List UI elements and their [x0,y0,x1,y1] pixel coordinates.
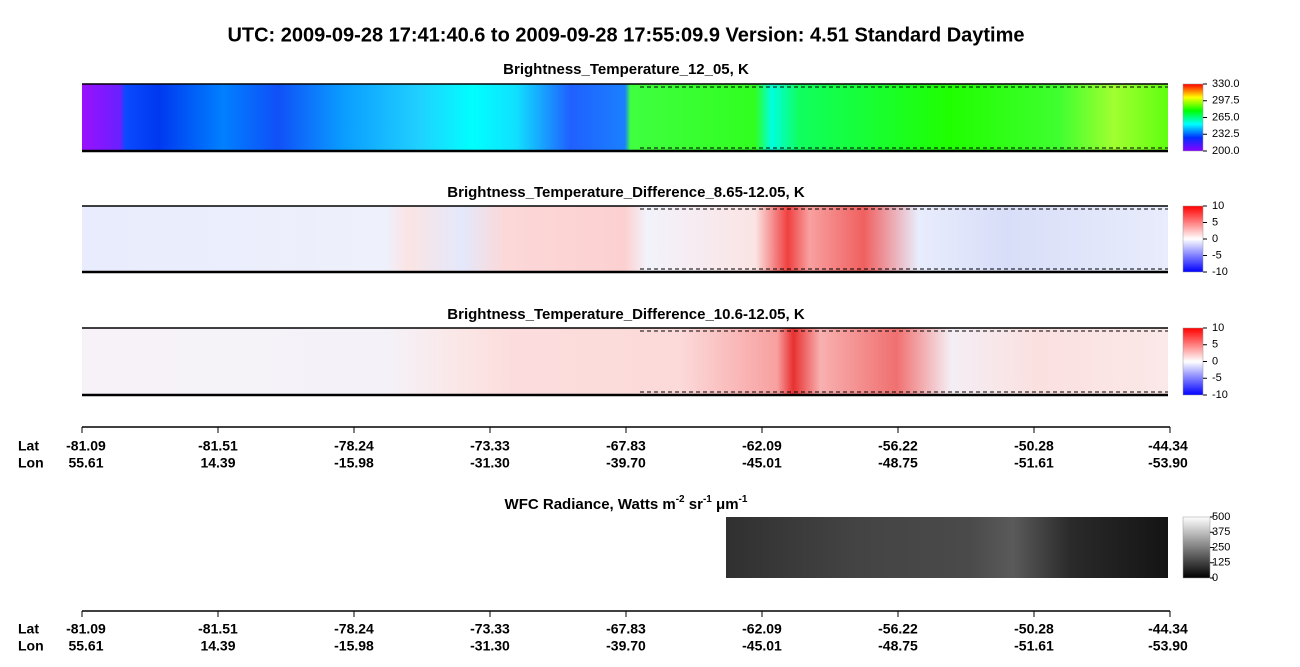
x-tick-label: -31.30 [470,455,510,471]
x-tick-label: -48.75 [878,638,918,654]
x-tick-label: -62.09 [742,621,782,637]
axis-row-label: Lon [18,455,44,471]
colorbar-tick-label: 330.0 [1212,78,1240,90]
heatmap-image [82,84,1168,151]
x-tick-label: 55.61 [68,638,103,654]
x-tick-label: -53.90 [1148,638,1188,654]
x-tick-label: -81.51 [198,621,238,637]
colorbar-tick-label: 0 [1212,355,1218,367]
x-tick-label: -44.34 [1148,438,1188,454]
x-tick-label: -78.24 [334,438,374,454]
title-part: -1 [739,494,748,505]
colorbar-tick-label: 10 [1212,200,1224,212]
x-tick-label: -81.51 [198,438,238,454]
x-tick-label: -78.24 [334,621,374,637]
x-tick-label: 14.39 [200,455,235,471]
colorbar-tick-label: -5 [1212,249,1222,261]
axis-row-label: Lat [18,621,39,637]
x-tick-label: -15.98 [334,638,374,654]
x-tick-label: -44.34 [1148,621,1188,637]
title-part: -1 [703,494,712,505]
colorbar-tick-label: 500 [1212,511,1230,523]
x-tick-label: -73.33 [470,621,510,637]
colorbar-tick-label: 232.5 [1212,128,1240,140]
x-tick-label: -73.33 [470,438,510,454]
colorbar-tick-label: 125 [1212,557,1230,569]
x-tick-label: -31.30 [470,638,510,654]
axis-row-label: Lon [18,638,44,654]
title-part: sr [685,496,704,513]
x-tick-label: -51.61 [1014,455,1054,471]
title-part: WFC Radiance, Watts m [505,496,676,513]
panel-title: Brightness_Temperature_12_05, K [503,61,749,78]
colorbar-tick-label: 265.0 [1212,111,1240,123]
x-tick-label: -50.28 [1014,621,1054,637]
colorbar-tick-label: 5 [1212,339,1218,351]
colorbar [1182,516,1211,579]
heatmap-image [82,328,1168,395]
x-tick-label: -56.22 [878,438,918,454]
panel-title: WFC Radiance, Watts m-2 sr-1 μm-1 [505,494,748,513]
title-part: μm [712,496,739,513]
colorbar-tick-label: 0 [1212,572,1218,584]
x-tick-label: -39.70 [606,455,646,471]
title-part: -2 [676,494,685,505]
panel-title: Brightness_Temperature_Difference_8.65-1… [447,184,805,201]
colorbar-tick-label: 200.0 [1212,145,1240,157]
x-tick-label: -50.28 [1014,438,1054,454]
x-tick-label: -45.01 [742,638,782,654]
colorbar-tick-label: -10 [1212,266,1228,278]
x-tick-label: -67.83 [606,438,646,454]
x-tick-label: 55.61 [68,455,103,471]
page-title: UTC: 2009-09-28 17:41:40.6 to 2009-09-28… [227,24,1024,46]
panel-title: Brightness_Temperature_Difference_10.6-1… [447,306,805,323]
x-tick-label: -51.61 [1014,638,1054,654]
colorbar-tick-label: -10 [1212,389,1228,401]
x-tick-label: -48.75 [878,455,918,471]
colorbar [1182,205,1204,273]
colorbar-tick-label: 297.5 [1212,95,1240,107]
axis-row-label: Lat [18,438,39,454]
heatmap-image [726,517,1168,578]
x-tick-label: 14.39 [200,638,235,654]
colorbar [1182,83,1204,152]
x-tick-label: -56.22 [878,621,918,637]
colorbar-tick-label: 0 [1212,233,1218,245]
colorbar-tick-label: 5 [1212,216,1218,228]
x-tick-label: -62.09 [742,438,782,454]
x-tick-label: -15.98 [334,455,374,471]
colorbar-tick-label: 250 [1212,541,1230,553]
colorbar-tick-label: 375 [1212,526,1230,538]
colorbar [1182,327,1204,396]
colorbar-tick-label: -5 [1212,372,1222,384]
heatmap-image [82,206,1168,272]
x-tick-label: -45.01 [742,455,782,471]
x-tick-label: -67.83 [606,621,646,637]
x-tick-label: -39.70 [606,638,646,654]
x-tick-label: -81.09 [66,438,106,454]
x-tick-label: -81.09 [66,621,106,637]
colorbar-tick-label: 10 [1212,322,1224,334]
x-tick-label: -53.90 [1148,455,1188,471]
